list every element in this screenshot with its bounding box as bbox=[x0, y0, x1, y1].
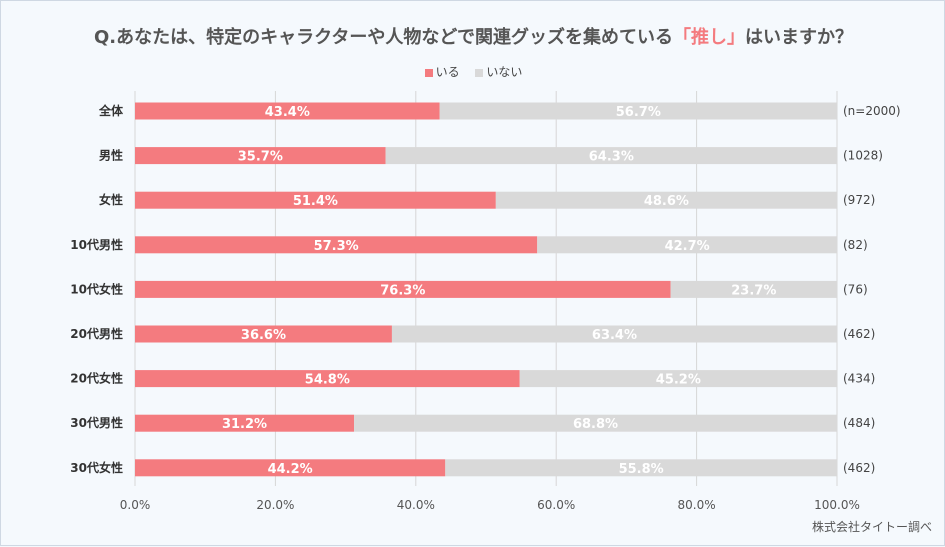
sample-size-label: (76) bbox=[843, 282, 868, 296]
category-label: 20代女性 bbox=[70, 371, 123, 386]
category-label: 女性 bbox=[99, 192, 123, 207]
legend-label-no: いない bbox=[486, 65, 523, 79]
title-prefix: Q.あなたは、特定のキャラクターや人物などで関連グッズを集めている bbox=[93, 27, 674, 48]
category-label: 10代男性 bbox=[70, 237, 123, 252]
bar-yes bbox=[135, 325, 392, 343]
data-label-yes: 43.4% bbox=[265, 105, 310, 120]
x-tick-label: 0.0% bbox=[120, 498, 151, 512]
legend-item-no: いない bbox=[475, 63, 522, 80]
data-label-yes: 51.4% bbox=[293, 194, 338, 209]
data-label-no: 48.6% bbox=[644, 194, 689, 209]
sample-size-label: (1028) bbox=[843, 149, 883, 163]
bar-no bbox=[519, 370, 837, 388]
category-label: 30代女性 bbox=[70, 460, 123, 475]
x-tick-label: 80.0% bbox=[678, 498, 716, 512]
bar-no bbox=[537, 236, 837, 254]
bar-yes bbox=[135, 370, 520, 388]
bar-yes bbox=[135, 459, 446, 477]
data-label-yes: 57.3% bbox=[314, 239, 359, 254]
x-tick-label: 60.0% bbox=[537, 498, 575, 512]
bar-no bbox=[385, 147, 837, 165]
bar-no bbox=[439, 102, 837, 120]
legend-label-yes: いる bbox=[435, 65, 460, 79]
sample-size-label: (462) bbox=[843, 461, 875, 475]
title-highlight: 「推し」 bbox=[673, 27, 746, 48]
bar-no bbox=[391, 325, 837, 343]
x-tick-label: 20.0% bbox=[256, 498, 294, 512]
bar-no bbox=[445, 459, 837, 477]
x-tick-label: 40.0% bbox=[397, 498, 435, 512]
data-label-no: 23.7% bbox=[731, 283, 776, 298]
bar-no bbox=[670, 280, 837, 298]
data-label-no: 55.8% bbox=[619, 462, 664, 477]
data-label-no: 42.7% bbox=[665, 239, 710, 254]
bar-yes bbox=[135, 414, 355, 432]
legend-swatch-no bbox=[475, 68, 484, 77]
legend-item-yes: いる bbox=[424, 63, 460, 80]
sample-size-label: (82) bbox=[843, 238, 868, 252]
data-label-no: 63.4% bbox=[592, 328, 637, 343]
bar-yes bbox=[135, 191, 496, 209]
category-label: 全体 bbox=[98, 103, 124, 118]
data-label-yes: 31.2% bbox=[222, 417, 267, 432]
legend-swatch-yes bbox=[424, 68, 433, 77]
title-suffix: はいますか？ bbox=[745, 27, 854, 48]
sample-size-label: (n=2000) bbox=[843, 104, 901, 118]
legend: いる いない bbox=[1, 63, 945, 80]
category-label: 男性 bbox=[99, 148, 123, 163]
data-label-yes: 44.2% bbox=[268, 462, 313, 477]
bar-no bbox=[354, 414, 837, 432]
data-label-yes: 35.7% bbox=[238, 150, 283, 165]
data-label-yes: 54.8% bbox=[305, 373, 350, 388]
sample-size-label: (972) bbox=[843, 193, 875, 207]
bar-yes bbox=[135, 280, 671, 298]
data-label-no: 64.3% bbox=[589, 150, 634, 165]
bar-yes bbox=[135, 147, 386, 165]
category-label: 10代女性 bbox=[70, 281, 123, 296]
data-label-no: 45.2% bbox=[656, 373, 701, 388]
sample-size-label: (462) bbox=[843, 327, 875, 341]
sample-size-label: (434) bbox=[843, 372, 875, 386]
source-note: 株式会社タイトー調べ bbox=[811, 520, 932, 534]
x-tick-label: 100.0% bbox=[814, 498, 860, 512]
category-label: 20代男性 bbox=[70, 326, 123, 341]
bar-yes bbox=[135, 102, 440, 120]
data-label-yes: 76.3% bbox=[380, 283, 425, 298]
data-label-yes: 36.6% bbox=[241, 328, 286, 343]
bar-no bbox=[495, 191, 837, 209]
chart-title: Q.あなたは、特定のキャラクターや人物などで関連グッズを集めている「推し」はいま… bbox=[1, 23, 945, 49]
sample-size-label: (484) bbox=[843, 416, 875, 430]
data-label-no: 56.7% bbox=[616, 105, 661, 120]
bar-yes bbox=[135, 236, 538, 254]
category-label: 30代男性 bbox=[70, 415, 123, 430]
data-label-no: 68.8% bbox=[573, 417, 618, 432]
